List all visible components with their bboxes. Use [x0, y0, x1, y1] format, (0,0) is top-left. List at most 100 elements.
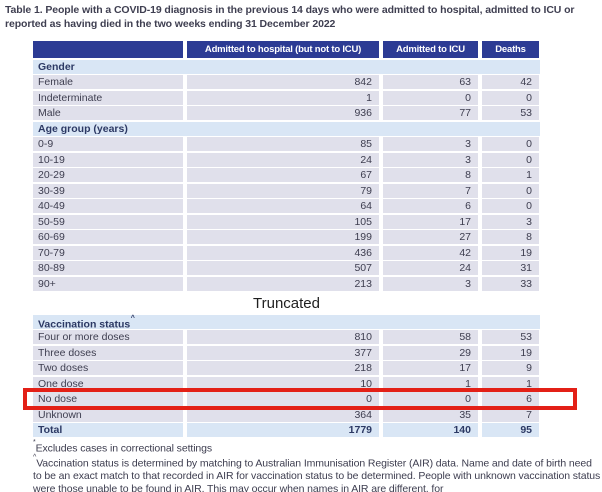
- value-cell: 377: [187, 345, 379, 360]
- row-one-dose: One dose 10 1 1: [33, 376, 540, 391]
- row-three-doses: Three doses 377 29 19: [33, 345, 540, 360]
- value-cell: 0: [187, 392, 379, 406]
- table-title: Table 1. People with a COVID-19 diagnosi…: [5, 4, 575, 30]
- row-60-69: 60-69 199 27 8: [33, 230, 540, 244]
- value-cell: 24: [187, 152, 379, 167]
- footnote-marker: ^: [33, 454, 37, 461]
- value-cell: 0: [482, 199, 539, 213]
- row-30-39: 30-39 79 7 0: [33, 183, 540, 198]
- header-admitted-hospital: Admitted to hospital (but not to ICU): [187, 41, 379, 58]
- row-label-cell: Unknown: [33, 407, 183, 422]
- row-total: Total 1779 140 95: [33, 423, 540, 437]
- value-cell: 364: [187, 407, 379, 422]
- value-cell: 85: [187, 137, 379, 151]
- row-label-cell: Male: [33, 106, 183, 120]
- row-label-cell: 10-19: [33, 152, 183, 167]
- value-cell: 7: [383, 183, 478, 198]
- row-80-89: 80-89 507 24 31: [33, 261, 540, 275]
- value-cell: 1: [482, 376, 539, 391]
- section-superscript: ^: [130, 314, 135, 322]
- row-label-cell: 60-69: [33, 230, 183, 244]
- value-cell: 810: [187, 330, 379, 344]
- value-cell: 79: [187, 183, 379, 198]
- row-label-cell: 90+: [33, 276, 183, 291]
- row-unknown: Unknown 364 35 7: [33, 407, 540, 422]
- table-body-demographics: Gender Female 842 63 42 Indeterminate 1 0 0 Male 9…: [33, 59, 540, 291]
- value-cell: 936: [187, 106, 379, 120]
- footnotes: *Excludes cases in correctional settings…: [33, 439, 601, 492]
- value-cell: 77: [383, 106, 478, 120]
- value-cell: 8: [482, 230, 539, 244]
- row-label-cell: Indeterminate: [33, 90, 183, 105]
- value-cell: 507: [187, 261, 379, 275]
- value-cell: 53: [482, 330, 539, 344]
- row-four-or-more-doses: Four or more doses 810 58 53: [33, 330, 540, 344]
- value-cell: 31: [482, 261, 539, 275]
- value-cell: 1779: [187, 423, 379, 437]
- row-two-doses: Two doses 218 17 9: [33, 361, 540, 375]
- row-40-49: 40-49 64 6 0: [33, 199, 540, 213]
- footnote-text: Vaccination status is determined by matc…: [33, 457, 601, 492]
- covid-table-vaccination: Vaccination status^ Four or more doses 810…: [23, 314, 577, 437]
- row-label-cell: No dose: [33, 392, 183, 406]
- row-label-cell: Female: [33, 75, 183, 89]
- value-cell: 0: [383, 90, 478, 105]
- value-cell: 3: [383, 152, 478, 167]
- value-cell: 0: [482, 90, 539, 105]
- value-cell: 53: [482, 106, 539, 120]
- row-10-19: 10-19 24 3 0: [33, 152, 540, 167]
- section-header-gender: Gender: [33, 59, 540, 74]
- table-header-row: Admitted to hospital (but not to ICU) Ad…: [33, 41, 540, 58]
- row-no-dose: No dose 0 0 6: [23, 388, 577, 410]
- table-body-vaccination: Vaccination status^ Four or more doses 810…: [23, 314, 577, 437]
- value-cell: 199: [187, 230, 379, 244]
- value-cell: 63: [383, 75, 478, 89]
- header-admitted-icu: Admitted to ICU: [383, 41, 478, 58]
- value-cell: 842: [187, 75, 379, 89]
- value-cell: 1: [383, 376, 478, 391]
- row-70-79: 70-79 436 42 19: [33, 245, 540, 260]
- footnote-correctional: *Excludes cases in correctional settings: [33, 439, 601, 455]
- row-label-cell: Total: [33, 423, 183, 437]
- value-cell: 29: [383, 345, 478, 360]
- value-cell: 95: [482, 423, 539, 437]
- value-cell: 42: [383, 245, 478, 260]
- footnote-vaccination-status: ^Vaccination status is determined by mat…: [33, 454, 601, 492]
- value-cell: 3: [482, 214, 539, 229]
- value-cell: 24: [383, 261, 478, 275]
- value-cell: 6: [383, 199, 478, 213]
- value-cell: 218: [187, 361, 379, 375]
- value-cell: 7: [482, 407, 539, 422]
- row-90: 90+ 213 3 33: [33, 276, 540, 291]
- row-label-cell: 20-29: [33, 168, 183, 182]
- value-cell: 67: [187, 168, 379, 182]
- row-label-cell: 50-59: [33, 214, 183, 229]
- value-cell: 213: [187, 276, 379, 291]
- header-deaths: Deaths: [482, 41, 539, 58]
- row-indeterminate: Indeterminate 1 0 0: [33, 90, 540, 105]
- header-empty-cell: [33, 41, 183, 58]
- row-label-cell: One dose: [33, 376, 183, 391]
- value-cell: 436: [187, 245, 379, 260]
- value-cell: 9: [482, 361, 539, 375]
- value-cell: 1: [482, 168, 539, 182]
- value-cell: 58: [383, 330, 478, 344]
- value-cell: 35: [383, 407, 478, 422]
- row-label-cell: Four or more doses: [33, 330, 183, 344]
- value-cell: 8: [383, 168, 478, 182]
- footnote-text: Excludes cases in correctional settings: [35, 442, 213, 455]
- row-label-cell: 70-79: [33, 245, 183, 260]
- row-male: Male 936 77 53: [33, 106, 540, 120]
- value-cell: 105: [187, 214, 379, 229]
- row-female: Female 842 63 42: [33, 75, 540, 89]
- value-cell: 27: [383, 230, 478, 244]
- section-header-vaccination-status: Vaccination status^: [33, 314, 540, 330]
- value-cell: 0: [482, 152, 539, 167]
- value-cell: 140: [383, 423, 478, 437]
- row-label-cell: Two doses: [33, 361, 183, 375]
- truncated-label: Truncated: [253, 294, 320, 312]
- value-cell: 64: [187, 199, 379, 213]
- value-cell: 10: [187, 376, 379, 391]
- row-0-9: 0-9 85 3 0: [33, 137, 540, 151]
